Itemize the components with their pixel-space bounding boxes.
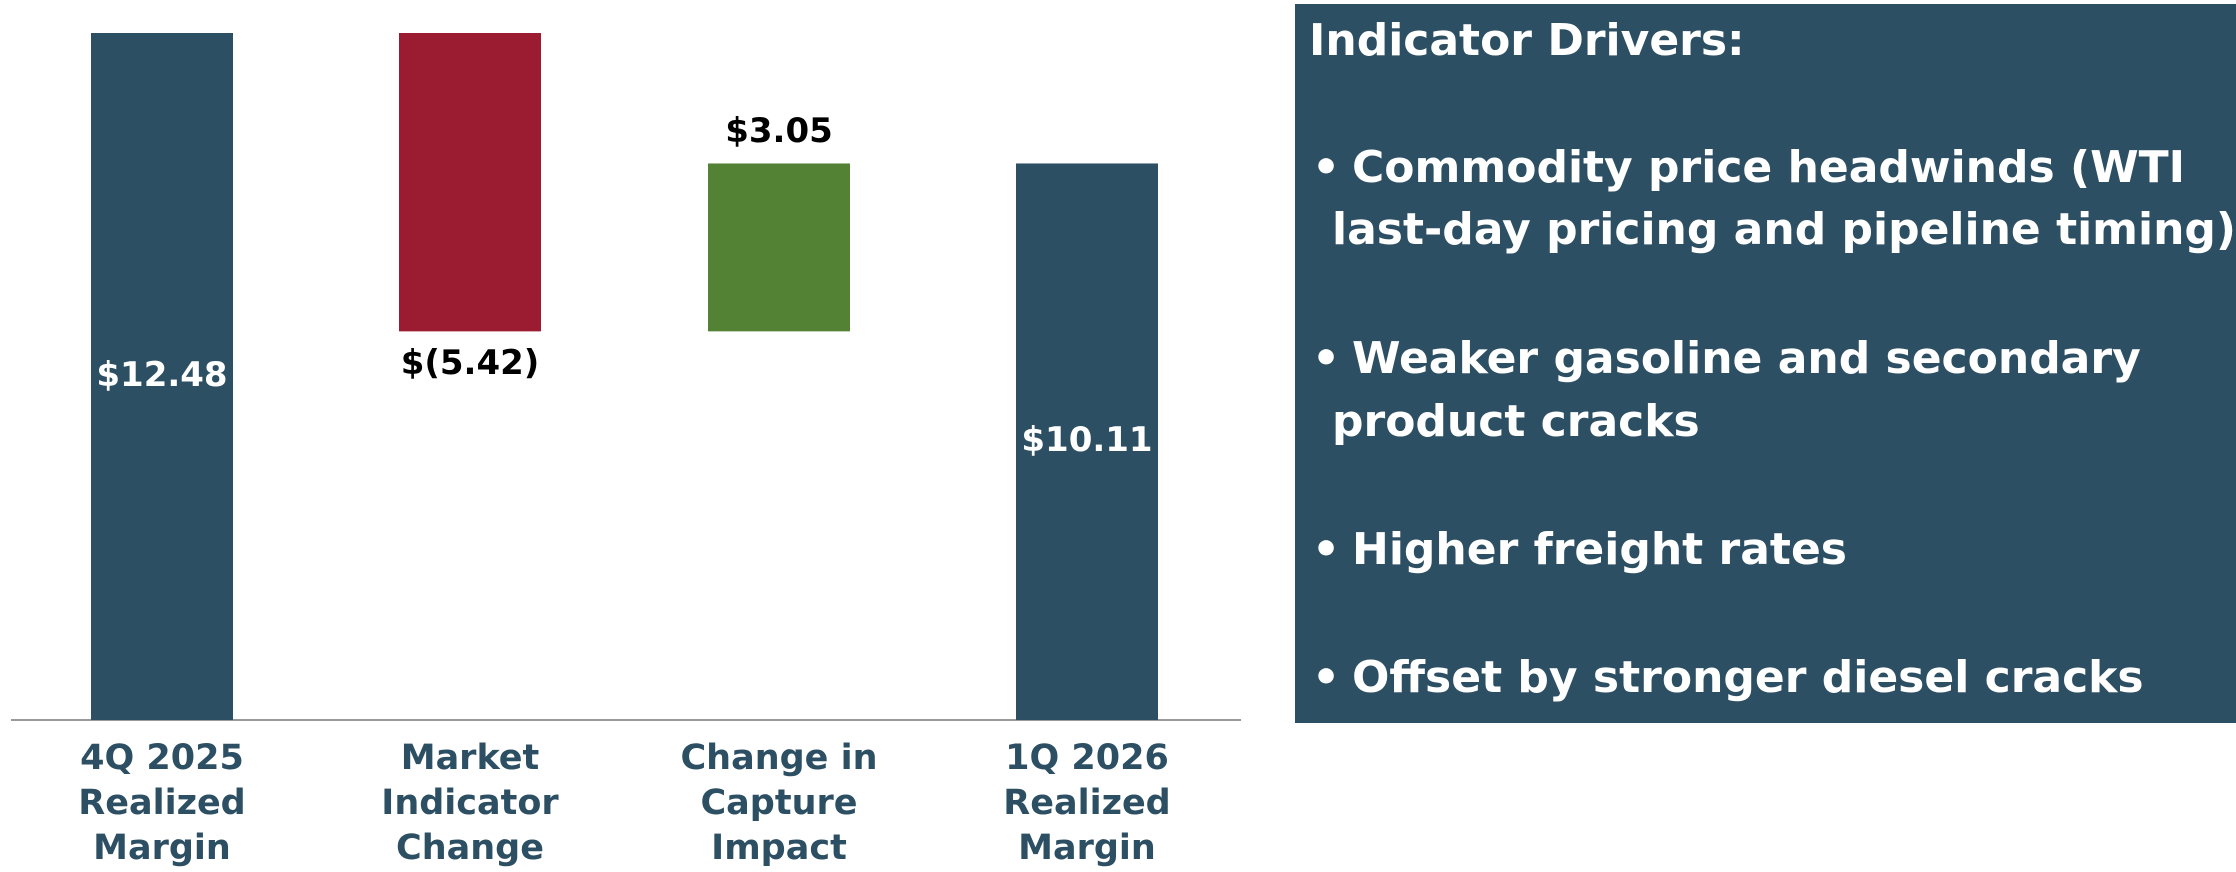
value-label: $(5.42) [401, 343, 540, 383]
value-label: $12.48 [96, 355, 227, 395]
bar [399, 33, 541, 332]
panel-title: Indicator Drivers: [1309, 15, 1745, 66]
category-label: Margin [93, 828, 231, 868]
bullet-text: Higher freight rates [1352, 524, 1847, 575]
bar [91, 33, 233, 720]
bullet-text: Commodity price headwinds (WTI [1352, 142, 2185, 193]
bullet-text: product cracks [1332, 396, 1700, 447]
category-label: Change in [680, 738, 877, 778]
bar [1016, 163, 1158, 721]
category-label: Market [401, 738, 540, 778]
value-label: $10.11 [1021, 420, 1152, 460]
bullet-dot: • [1312, 333, 1340, 384]
category-label: Indicator [381, 783, 559, 823]
bullet-text: Weaker gasoline and secondary [1352, 333, 2141, 384]
category-label: Change [396, 828, 544, 868]
category-label: 1Q 2026 [1005, 738, 1169, 778]
category-label: Realized [1003, 783, 1170, 823]
bullet-text: last-day pricing and pipeline timing) [1332, 204, 2236, 255]
driver-panel [1295, 4, 2236, 723]
bullet-dot: • [1312, 524, 1340, 575]
category-label: Realized [78, 783, 245, 823]
bullet-dot: • [1312, 652, 1340, 703]
category-label: Capture [700, 783, 857, 823]
category-label: Margin [1018, 828, 1156, 868]
bar [708, 163, 850, 332]
category-label: 4Q 2025 [80, 738, 244, 778]
bullet-text: Offset by stronger diesel cracks [1352, 652, 2144, 703]
category-label: Impact [711, 828, 847, 868]
value-label: $3.05 [725, 111, 833, 151]
bullet-dot: • [1312, 142, 1340, 193]
